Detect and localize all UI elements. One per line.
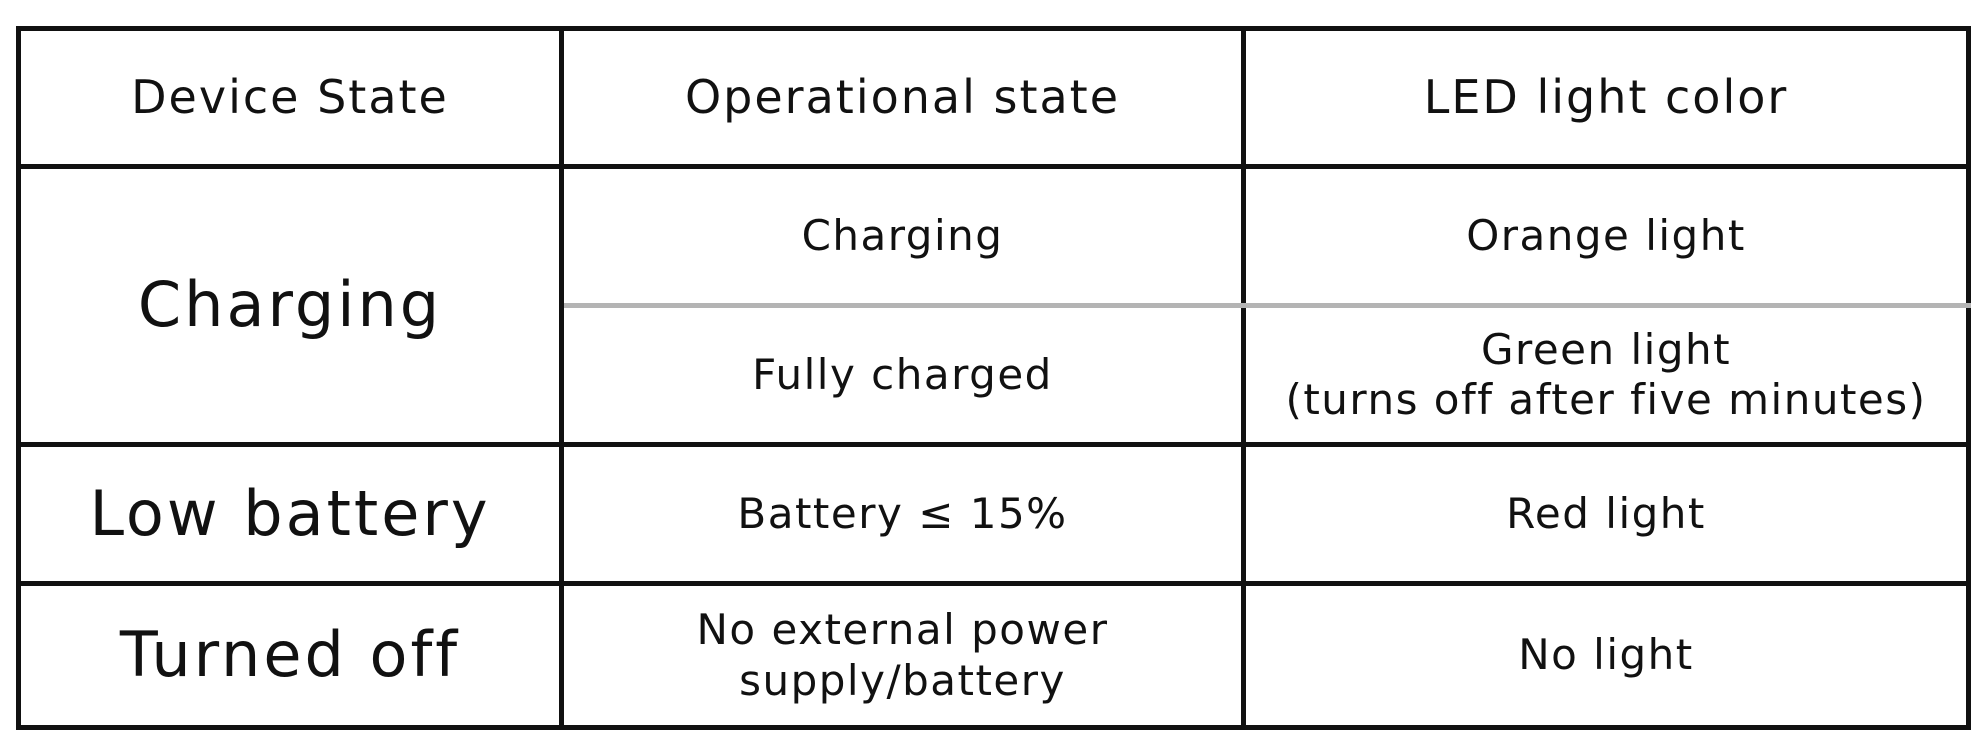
table-row: Turned off No external power supply/batt…	[16, 581, 1971, 730]
cell-text-line: No light	[1518, 630, 1694, 680]
operational-state-cell: Fully charged	[559, 303, 1246, 447]
device-state-cell: Low battery	[16, 442, 564, 586]
cell-text-line: supply/battery	[739, 655, 1066, 705]
table-row: Fully charged Green light (turns off aft…	[19, 303, 1971, 447]
header-led-light-color: LED light color	[1241, 26, 1971, 169]
operational-state-cell: Battery ≤ 15%	[559, 442, 1246, 586]
led-color-cell: Orange light	[1241, 164, 1971, 308]
cell-text-line: Charging	[801, 210, 1004, 260]
led-color-cell: No light	[1241, 581, 1971, 730]
operational-state-cell: No external power supply/battery	[559, 581, 1246, 730]
table-header-row: Device State Operational state LED light…	[16, 26, 1971, 169]
cell-text-line: Fully charged	[752, 349, 1053, 399]
led-status-table: Device State Operational state LED light…	[16, 26, 1971, 730]
device-state-cell: Turned off	[16, 581, 564, 730]
cell-text-line: Battery ≤ 15%	[737, 488, 1068, 538]
cell-text-line: Orange light	[1466, 210, 1746, 260]
table-row: Charging Charging Orange light	[16, 164, 1971, 447]
device-state-cell: Charging	[16, 164, 564, 447]
led-color-cell: Red light	[1241, 442, 1971, 586]
header-operational-state: Operational state	[559, 26, 1246, 169]
cell-text-line: No external power	[696, 605, 1109, 655]
operational-state-cell: Charging	[559, 164, 1246, 308]
cell-text-line: Green light	[1480, 324, 1732, 374]
cell-text-line: Red light	[1506, 488, 1706, 538]
header-device-state: Device State	[16, 26, 564, 169]
cell-text-line: (turns off after five minutes)	[1285, 375, 1927, 424]
led-color-cell: Green light (turns off after five minute…	[1241, 303, 1971, 447]
table-row: Low battery Battery ≤ 15% Red light	[16, 442, 1971, 586]
